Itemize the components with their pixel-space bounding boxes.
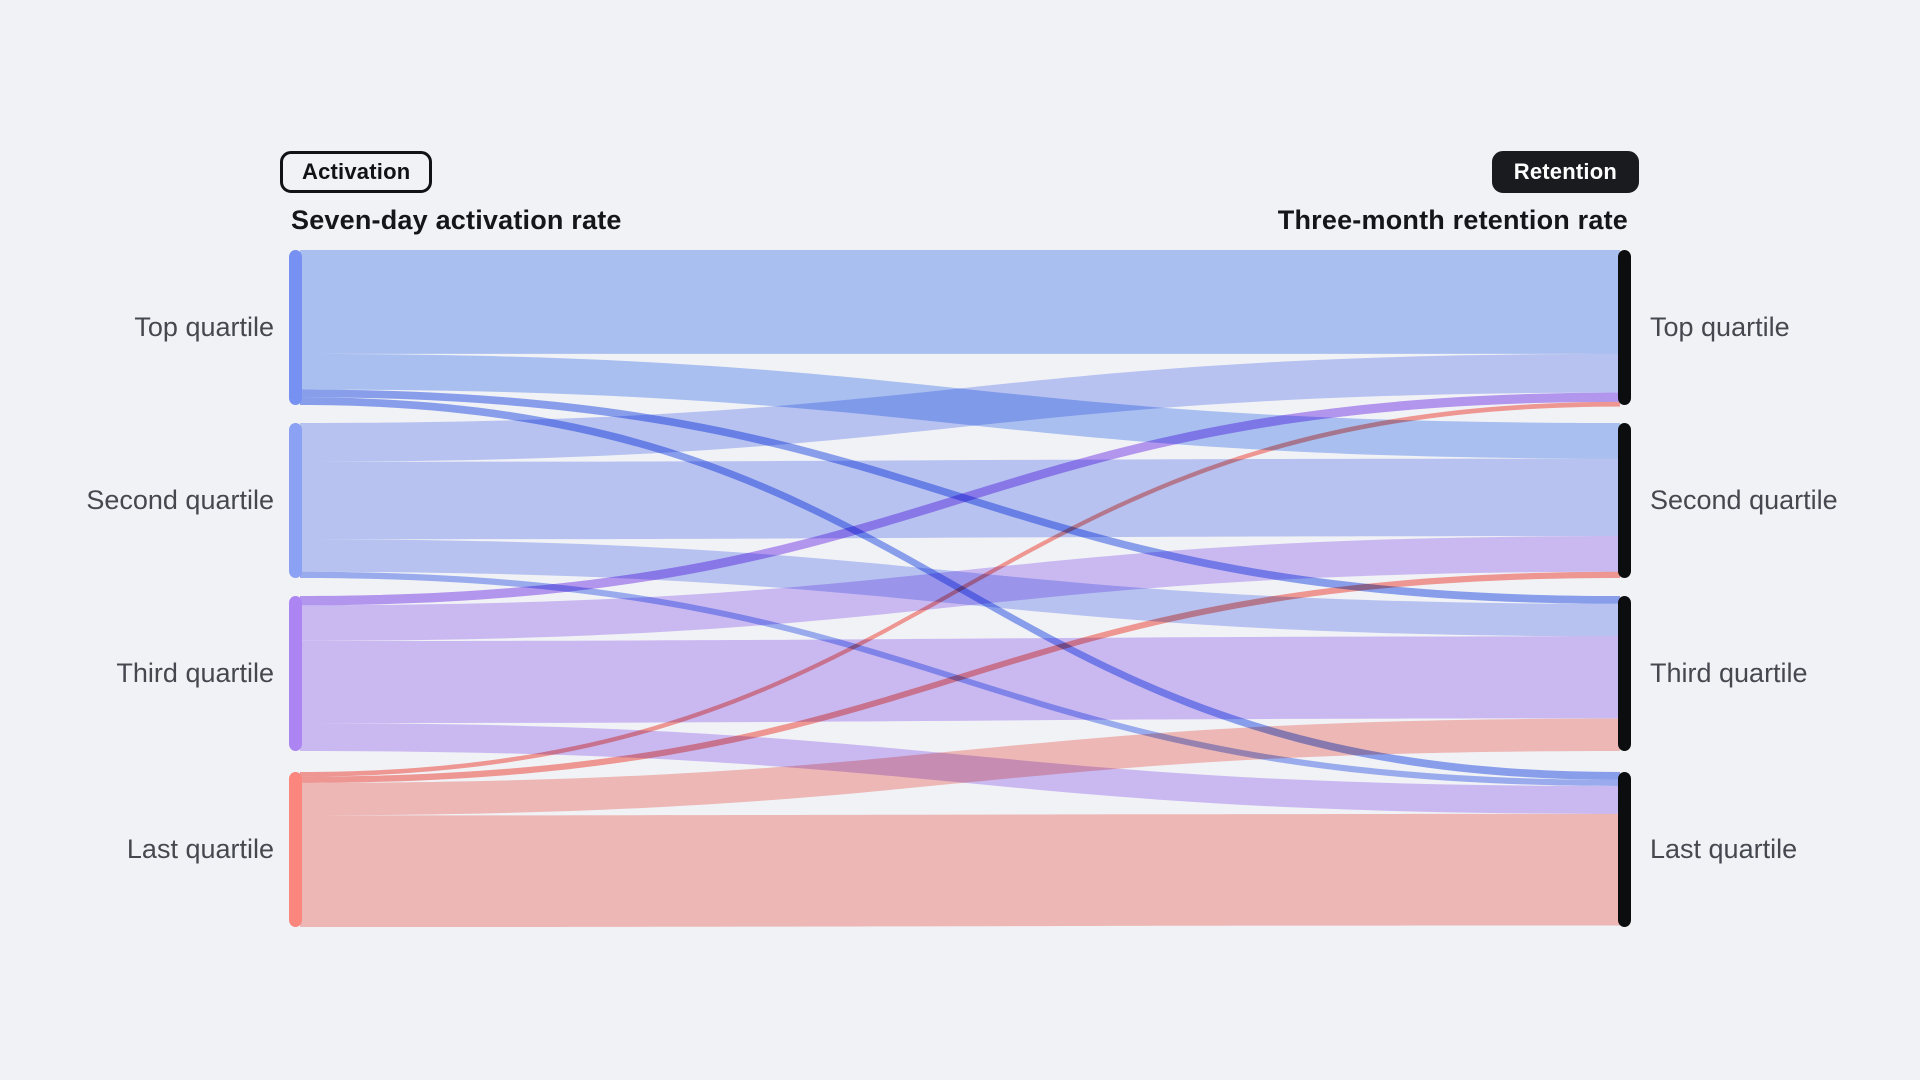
right-column-title: Three-month retention rate: [1277, 205, 1628, 235]
retention-badge[interactable]: Retention: [1491, 151, 1639, 193]
flow-top-quartile-to-top-quartile[interactable]: [300, 250, 1620, 354]
activation-badge[interactable]: Activation: [280, 151, 433, 193]
left-label-second-quartile: Second quartile: [86, 485, 274, 515]
flow-top-quartile-to-third-quartile[interactable]: [300, 389, 1620, 604]
left-label-top-quartile: Top quartile: [134, 312, 274, 342]
flow-last-quartile-to-second-quartile[interactable]: [300, 571, 1620, 783]
right-node-last-quartile[interactable]: [1618, 772, 1631, 927]
right-label-top-quartile: Top quartile: [1650, 312, 1790, 342]
right-node-third-quartile[interactable]: [1618, 596, 1631, 751]
right-node-second-quartile[interactable]: [1618, 423, 1631, 578]
left-column-title: Seven-day activation rate: [291, 205, 622, 235]
left-node-second-quartile[interactable]: [289, 423, 302, 578]
left-label-last-quartile: Last quartile: [126, 834, 274, 864]
right-node-top-quartile[interactable]: [1618, 250, 1631, 405]
left-node-third-quartile[interactable]: [289, 596, 302, 751]
flow-third-quartile-to-last-quartile[interactable]: [300, 723, 1620, 814]
right-label-last-quartile: Last quartile: [1650, 834, 1798, 864]
right-label-second-quartile: Second quartile: [1650, 485, 1838, 515]
right-label-third-quartile: Third quartile: [1650, 658, 1808, 688]
flow-top-quartile-to-second-quartile[interactable]: [300, 353, 1620, 459]
flow-last-quartile-to-last-quartile[interactable]: [300, 813, 1620, 927]
left-label-third-quartile: Third quartile: [116, 658, 274, 688]
left-node-last-quartile[interactable]: [289, 772, 302, 927]
flow-last-quartile-to-top-quartile[interactable]: [300, 401, 1620, 777]
left-node-top-quartile[interactable]: [289, 250, 302, 405]
